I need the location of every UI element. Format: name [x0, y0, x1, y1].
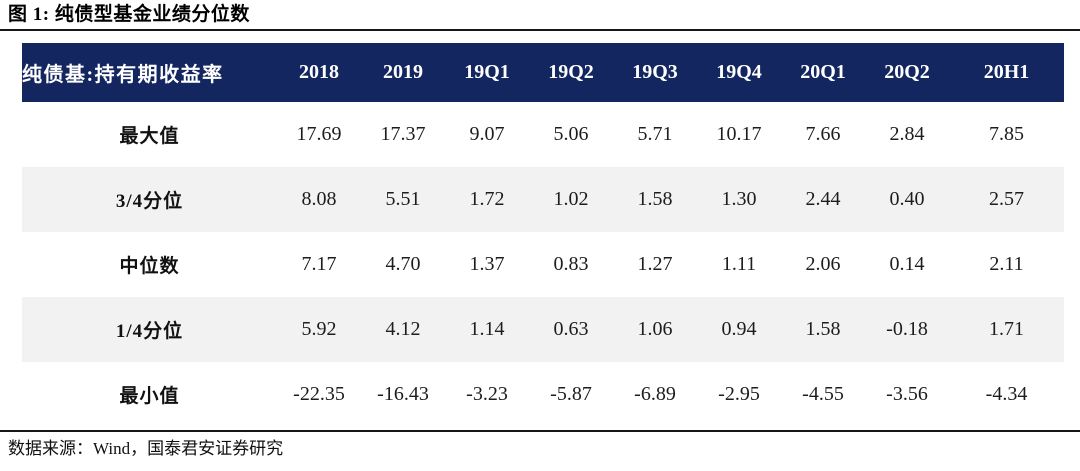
row-label: 最小值	[119, 386, 180, 407]
value-cell: 0.40	[889, 188, 925, 210]
value-cell: -3.23	[466, 383, 508, 405]
column-header-20Q1: 20Q1	[800, 61, 846, 83]
column-header-19Q2: 19Q2	[548, 61, 594, 83]
table-body: 最大值 17.69 17.37 9.07 5.06 5.71 10.17 7.66 2.84 7.…	[22, 102, 1064, 427]
value-cell: 0.63	[553, 318, 589, 340]
value-cell: 1.58	[637, 188, 673, 210]
value-cell: 0.94	[721, 318, 757, 340]
value-cell: 1.11	[721, 253, 757, 275]
value-cell: -16.43	[377, 383, 429, 405]
column-header-19Q1: 19Q1	[464, 61, 510, 83]
value-cell: 7.17	[301, 253, 337, 275]
value-cell: -2.95	[718, 383, 760, 405]
table-header: 纯债基:持有期收益率 2018 2019 19Q1 19Q2 19Q3 19Q4 20Q1 2…	[22, 43, 1064, 102]
value-cell: 2.57	[989, 188, 1024, 210]
table-corner-label: 纯债基:持有期收益率	[22, 64, 224, 86]
table-row: 最小值 -22.35 -16.43 -3.23 -5.87 -6.89 -2.95 -4.55…	[22, 362, 1064, 427]
value-cell: 1.02	[553, 188, 589, 210]
value-cell: 1.58	[805, 318, 841, 340]
value-cell: -5.87	[550, 383, 592, 405]
table-header-row: 纯债基:持有期收益率 2018 2019 19Q1 19Q2 19Q3 19Q4 20Q1 2…	[22, 43, 1064, 102]
value-cell: 4.12	[385, 318, 421, 340]
value-cell: 1.37	[469, 253, 505, 275]
value-cell: 0.83	[553, 253, 589, 275]
value-cell: 7.66	[805, 123, 841, 145]
value-cell: 17.69	[296, 123, 342, 145]
data-source-text: 数据来源：Wind，国泰君安证券研究	[8, 439, 284, 458]
value-cell: 2.44	[805, 188, 841, 210]
row-label: 最大值	[119, 126, 180, 147]
value-cell: 10.17	[716, 123, 762, 145]
value-cell: 1.72	[469, 188, 505, 210]
value-cell: 1.30	[721, 188, 757, 210]
value-cell: 2.11	[989, 253, 1024, 275]
value-cell: -0.18	[886, 318, 928, 340]
column-header-20Q2: 20Q2	[884, 61, 930, 83]
value-cell: 8.08	[301, 188, 337, 210]
figure-title-block: 图 1: 纯债型基金业绩分位数	[0, 0, 1080, 31]
value-cell: -3.56	[886, 383, 928, 405]
column-header-20H1: 20H1	[983, 61, 1030, 83]
value-cell: -4.34	[985, 383, 1028, 405]
table-row: 1/4分位 5.92 4.12 1.14 0.63 1.06 0.94 1.58 -0.18 1.…	[22, 297, 1064, 362]
value-cell: 1.06	[637, 318, 673, 340]
value-cell: 5.51	[385, 188, 421, 210]
value-cell: 2.84	[889, 123, 925, 145]
table-row: 最大值 17.69 17.37 9.07 5.06 5.71 10.17 7.66 2.84 7.…	[22, 102, 1064, 167]
value-cell: 2.06	[805, 253, 841, 275]
value-cell: 1.14	[469, 318, 505, 340]
row-label: 3/4分位	[115, 191, 184, 212]
table-container: 纯债基:持有期收益率 2018 2019 19Q1 19Q2 19Q3 19Q4 20Q1 2…	[22, 43, 1064, 427]
value-cell: -6.89	[634, 383, 676, 405]
column-header-2018: 2018	[299, 61, 339, 83]
value-cell: 0.14	[889, 253, 925, 275]
column-header-19Q4: 19Q4	[716, 61, 762, 83]
column-header-19Q3: 19Q3	[632, 61, 678, 83]
column-header-2019: 2019	[383, 61, 423, 83]
value-cell: 5.71	[637, 123, 673, 145]
table-row: 中位数 7.17 4.70 1.37 0.83 1.27 1.11 2.06 0.14 2.11	[22, 232, 1064, 297]
value-cell: 1.27	[637, 253, 673, 275]
percentile-table: 纯债基:持有期收益率 2018 2019 19Q1 19Q2 19Q3 19Q4 20Q1 2…	[22, 43, 1064, 427]
value-cell: 4.70	[385, 253, 421, 275]
value-cell: -22.35	[293, 383, 345, 405]
value-cell: 1.71	[989, 318, 1024, 340]
row-label: 1/4分位	[115, 321, 184, 342]
value-cell: 5.06	[553, 123, 589, 145]
value-cell: -4.55	[802, 383, 844, 405]
value-cell: 9.07	[469, 123, 505, 145]
value-cell: 17.37	[380, 123, 426, 145]
table-row: 3/4分位 8.08 5.51 1.72 1.02 1.58 1.30 2.44 0.40 2.5…	[22, 167, 1064, 232]
source-block: 数据来源：Wind，国泰君安证券研究	[0, 430, 1080, 460]
row-label: 中位数	[119, 256, 180, 277]
figure-title: 图 1: 纯债型基金业绩分位数	[8, 4, 250, 25]
value-cell: 7.85	[989, 123, 1024, 145]
value-cell: 5.92	[301, 318, 337, 340]
